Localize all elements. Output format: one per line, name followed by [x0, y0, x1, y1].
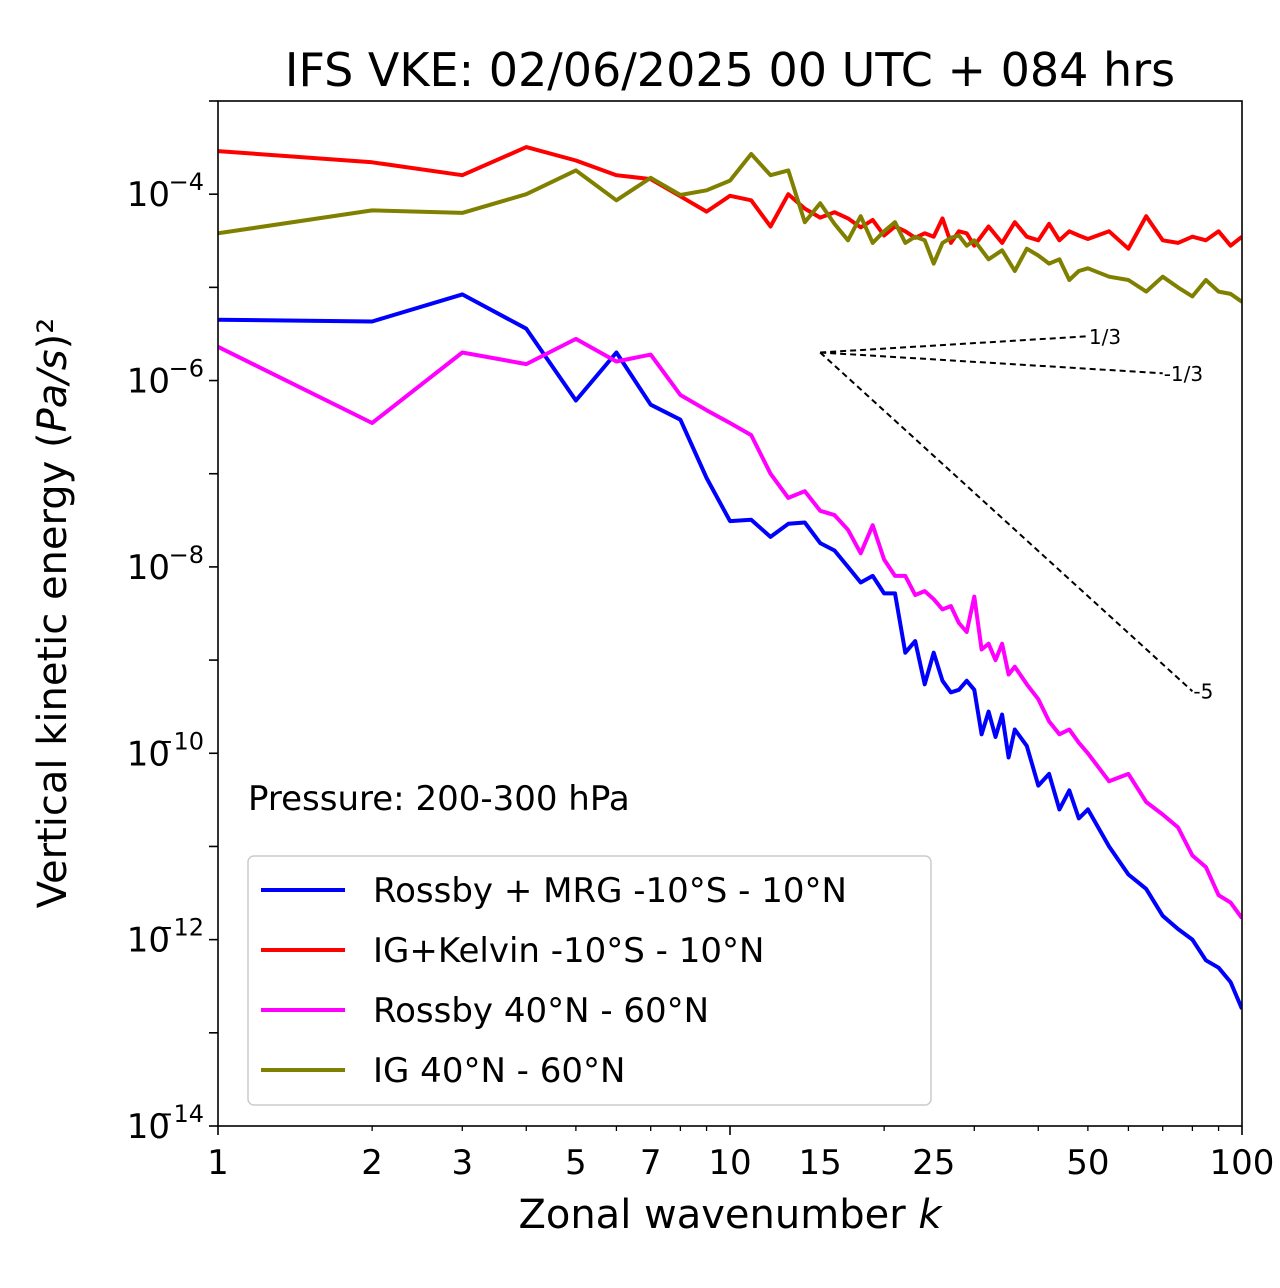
- pressure-annotation: Pressure: 200-300 hPa: [248, 779, 630, 819]
- x-axis-label: Zonal wavenumber k: [518, 1192, 943, 1238]
- x-tick-label: 25: [912, 1143, 955, 1183]
- reference-slope-line-3: [819, 351, 1194, 692]
- y-tick-exponent: −10: [153, 727, 204, 755]
- x-tick-label: 2: [361, 1143, 383, 1183]
- x-tick-label: 3: [451, 1143, 473, 1183]
- y-tick-label: 10: [127, 548, 170, 588]
- y-tick-label: 10: [127, 362, 170, 402]
- reference-slope-line-1: [820, 335, 1088, 354]
- reference-slope-label-3: -5: [1193, 680, 1213, 704]
- x-tick-label: 1: [207, 1143, 229, 1183]
- series-lines: [218, 145, 1242, 1010]
- reference-slope-labels: 1/3 -1/3 -5: [1089, 325, 1213, 704]
- x-tick-label: 5: [565, 1143, 587, 1183]
- y-axis-label: Vertical kinetic energy (Pa/s)²: [30, 318, 76, 908]
- chart-title: IFS VKE: 02/06/2025 00 UTC + 084 hrs: [285, 43, 1175, 97]
- x-tick-label: 7: [640, 1143, 662, 1183]
- series-line-4: [218, 152, 1242, 304]
- legend: Rossby + MRG -10°S - 10°N IG+Kelvin -10°S…: [247, 855, 932, 1106]
- legend-label-3: Rossby 40°N - 60°N: [373, 991, 709, 1031]
- reference-slope-label-2: -1/3: [1164, 362, 1203, 386]
- y-tick-label: 10: [127, 1107, 170, 1147]
- x-tick-label: 100: [1210, 1143, 1275, 1183]
- legend-label-4: IG 40°N - 60°N: [373, 1051, 625, 1091]
- x-tick-label: 10: [708, 1143, 751, 1183]
- x-tick-label: 50: [1066, 1143, 1109, 1183]
- reference-slope-label-1: 1/3: [1089, 325, 1121, 349]
- y-tick-exponent: −8: [169, 541, 204, 569]
- y-tick-label: 10: [127, 921, 170, 961]
- y-tick-label: 10: [127, 175, 170, 215]
- y-tick-label: 10: [127, 734, 170, 774]
- reference-slope-lines: [819, 335, 1194, 692]
- legend-box: [247, 855, 932, 1106]
- y-tick-exponent: −6: [169, 355, 204, 383]
- y-tick-exponent: −14: [153, 1100, 204, 1128]
- legend-label-2: IG+Kelvin -10°S - 10°N: [373, 931, 764, 971]
- reference-slope-line-2: [820, 351, 1163, 375]
- y-tick-exponent: −4: [169, 168, 204, 196]
- series-line-3: [218, 336, 1242, 920]
- series-line-2: [218, 145, 1242, 251]
- series-line-1: [218, 292, 1242, 1010]
- legend-label-1: Rossby + MRG -10°S - 10°N: [373, 871, 847, 911]
- y-tick-exponent: −12: [153, 914, 204, 942]
- x-axis: 1 2 3 5 7 10 15 25 50 100: [207, 1126, 1274, 1183]
- x-tick-label: 15: [799, 1143, 842, 1183]
